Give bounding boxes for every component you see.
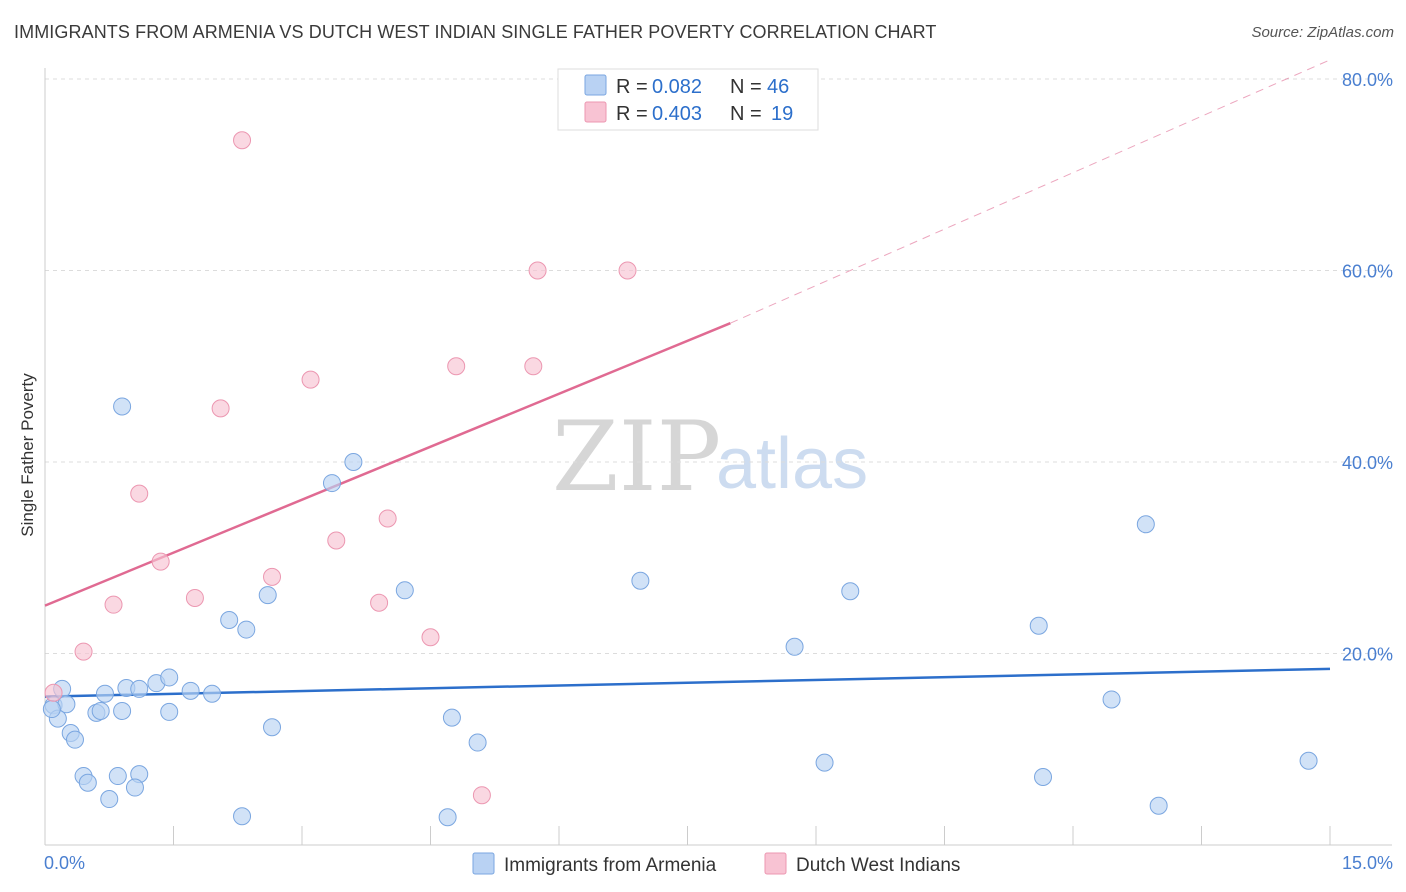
trend-line-0 <box>44 667 1331 698</box>
armenia-point-14 <box>130 679 149 698</box>
armenia-point-9 <box>95 684 114 703</box>
armenia-point-24 <box>237 620 256 639</box>
dutch-west-indian-point-6 <box>211 399 230 418</box>
dutch-west-indian-point-7 <box>233 131 252 150</box>
armenia-point-23 <box>233 807 252 826</box>
trend-line-extension-1 <box>730 59 1331 324</box>
dutch-west-indian-point-13 <box>421 628 440 647</box>
axes: 20.0% 40.0% 60.0% 80.0% 0.0% 15.0% <box>44 68 1393 873</box>
chart-title: IMMIGRANTS FROM ARMENIA VS DUTCH WEST IN… <box>14 22 937 42</box>
watermark-zip: ZIP <box>552 401 721 513</box>
dutch-west-indian-point-1 <box>74 642 93 661</box>
armenia-point-6 <box>78 773 97 792</box>
dutch-west-indian-point-15 <box>472 786 491 805</box>
armenia-point-10 <box>100 790 119 809</box>
dutch-west-indian-point-9 <box>301 370 320 389</box>
armenia-point-11 <box>108 767 127 786</box>
armenia-point-16 <box>125 778 144 797</box>
y-tick-label-60: 60.0% <box>1342 262 1393 282</box>
armenia-point-30 <box>322 474 341 493</box>
dutch-west-indian-point-2 <box>104 595 123 614</box>
dutch-west-indian-point-17 <box>528 261 547 280</box>
legend-r-label-1: R = <box>616 76 648 98</box>
trend-lines <box>44 59 1331 698</box>
armenia-point-43 <box>1136 515 1155 534</box>
y-tick-label-80: 80.0% <box>1342 70 1393 90</box>
armenia-point-33 <box>438 808 457 827</box>
armenia-point-32 <box>395 581 414 600</box>
armenia-point-39 <box>841 582 860 601</box>
top-legend: R = 0.082 N = 46 R = 0.403 N = 19 <box>557 68 819 131</box>
bottom-legend-swatch-blue <box>472 852 495 875</box>
armenia-point-21 <box>203 684 222 703</box>
gridlines <box>45 78 1392 654</box>
armenia-point-19 <box>160 702 179 721</box>
watermark: ZIP atlas <box>552 401 868 513</box>
armenia-point-29 <box>113 397 132 416</box>
legend-r-label-2: R = <box>616 103 648 125</box>
armenia-point-22 <box>220 610 239 629</box>
armenia-point-37 <box>785 637 804 656</box>
bottom-legend: Immigrants from Armenia Dutch West India… <box>472 852 960 876</box>
armenia-point-25 <box>258 586 277 605</box>
armenia-point-18 <box>160 668 179 687</box>
legend-r-value-2: 0.403 <box>652 103 702 125</box>
legend-swatch-pink <box>584 101 607 123</box>
armenia-point-44 <box>1149 796 1168 815</box>
legend-n-value-2: 19 <box>771 103 793 125</box>
dutch-west-indian-point-14 <box>447 357 466 376</box>
dutch-west-indian-point-10 <box>327 531 346 550</box>
data-points <box>42 131 1318 827</box>
armenia-point-20 <box>181 681 200 700</box>
armenia-point-35 <box>468 733 487 752</box>
armenia-point-42 <box>1102 690 1121 709</box>
x-tick-label-min: 0.0% <box>44 853 85 873</box>
y-tick-label-20: 20.0% <box>1342 645 1393 665</box>
legend-n-label-1: N = <box>730 76 762 98</box>
armenia-point-28 <box>42 700 61 719</box>
dutch-west-indian-point-12 <box>378 509 397 528</box>
dutch-west-indian-point-5 <box>185 588 204 607</box>
legend-n-value-1: 46 <box>767 76 789 98</box>
dutch-west-indian-point-16 <box>524 357 543 376</box>
bottom-legend-swatch-pink <box>764 852 787 875</box>
legend-swatch-blue <box>584 74 607 96</box>
legend-r-value-1: 0.082 <box>652 76 702 98</box>
source-label: Source: ZipAtlas.com <box>1251 24 1394 41</box>
legend-n-label-2: N = <box>730 103 762 125</box>
dutch-west-indian-point-3 <box>130 484 149 503</box>
armenia-point-26 <box>263 718 282 737</box>
dutch-west-indian-point-8 <box>263 567 282 586</box>
armenia-point-36 <box>631 571 650 590</box>
watermark-atlas: atlas <box>716 424 868 504</box>
dutch-west-indian-point-4 <box>151 552 170 571</box>
armenia-point-8 <box>91 701 110 720</box>
x-tick-label-max: 15.0% <box>1342 853 1393 873</box>
armenia-point-12 <box>113 701 132 720</box>
armenia-point-4 <box>65 730 84 749</box>
dutch-west-indian-point-0 <box>44 683 63 702</box>
dutch-west-indian-point-11 <box>370 593 389 612</box>
bottom-legend-label-pink: Dutch West Indians <box>796 855 960 876</box>
armenia-point-31 <box>344 453 363 471</box>
armenia-point-41 <box>1034 768 1053 787</box>
armenia-point-38 <box>815 753 834 772</box>
dutch-west-indian-point-18 <box>618 261 637 280</box>
armenia-point-45 <box>1299 751 1318 770</box>
armenia-point-34 <box>442 708 461 727</box>
armenia-point-40 <box>1029 616 1048 635</box>
y-tick-label-40: 40.0% <box>1342 453 1393 473</box>
bottom-legend-label-blue: Immigrants from Armenia <box>504 855 717 876</box>
